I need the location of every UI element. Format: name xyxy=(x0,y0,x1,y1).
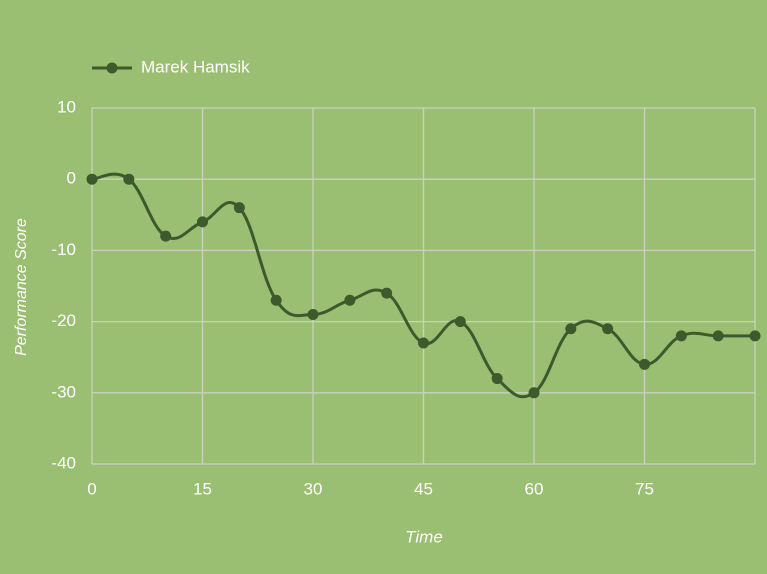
point xyxy=(712,330,724,342)
x-axis-title: Time xyxy=(405,527,443,546)
y-axis-title: Performance Score xyxy=(13,218,30,356)
y-tick-label: -40 xyxy=(51,453,76,472)
point xyxy=(160,230,172,242)
point xyxy=(749,330,761,342)
x-tick-label: 75 xyxy=(635,479,654,498)
point xyxy=(197,216,208,228)
point xyxy=(233,202,245,214)
x-tick-label: 15 xyxy=(193,479,212,498)
point xyxy=(639,358,650,370)
point xyxy=(123,173,135,185)
point xyxy=(528,387,540,399)
point xyxy=(86,173,98,185)
x-tick-label: 60 xyxy=(525,479,544,498)
point xyxy=(454,316,466,328)
x-tick-label: 0 xyxy=(87,479,96,498)
point xyxy=(381,287,393,299)
y-tick-label: -10 xyxy=(51,240,76,259)
point xyxy=(418,337,429,349)
point xyxy=(491,373,503,385)
legend-marker xyxy=(106,62,118,74)
point xyxy=(270,294,282,306)
x-tick-label: 30 xyxy=(304,479,323,498)
point xyxy=(675,330,687,342)
point xyxy=(602,323,614,335)
point xyxy=(307,308,319,320)
point xyxy=(565,323,577,335)
legend-label: Marek Hamsik xyxy=(141,57,250,76)
y-tick-label: 0 xyxy=(67,169,76,188)
y-tick-label: -20 xyxy=(51,311,76,330)
y-tick-label: 10 xyxy=(57,97,76,116)
y-tick-label: -30 xyxy=(51,382,76,401)
x-tick-label: 45 xyxy=(414,479,433,498)
point xyxy=(344,294,356,306)
